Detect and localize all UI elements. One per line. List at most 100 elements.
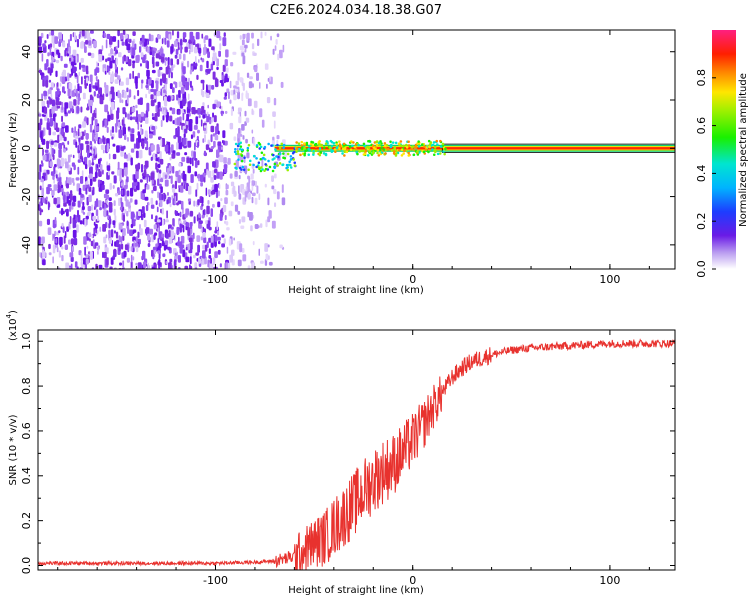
noise-cell <box>120 202 124 208</box>
noise-cell <box>240 134 243 137</box>
noise-cell <box>80 176 84 184</box>
noise-cell <box>52 131 56 136</box>
noise-cell <box>229 122 234 130</box>
noise-cell <box>52 225 56 229</box>
noise-cell <box>171 65 174 71</box>
noise-cell <box>272 48 275 55</box>
noise-cell <box>43 95 47 100</box>
noise-cell <box>56 105 61 109</box>
noise-cell <box>39 185 42 191</box>
noise-cell <box>251 32 254 39</box>
signal-cell <box>421 143 424 146</box>
noise-cell <box>174 252 177 257</box>
noise-cell <box>211 46 215 51</box>
noise-cell <box>227 157 231 164</box>
noise-cell <box>214 240 217 248</box>
noise-cell <box>219 263 222 268</box>
noise-cell <box>47 52 50 57</box>
noise-cell <box>251 180 255 187</box>
signal-cell <box>441 142 445 146</box>
noise-cell <box>47 67 51 74</box>
noise-cell <box>85 65 89 75</box>
x-tick-label: -100 <box>203 574 228 587</box>
signal-cell <box>255 157 258 160</box>
signal-cell <box>276 143 279 147</box>
noise-cell <box>190 80 192 88</box>
noise-cell <box>174 54 178 59</box>
signal-cell <box>379 148 382 152</box>
noise-cell <box>135 171 139 180</box>
noise-cell <box>184 152 188 156</box>
colorbar: 0.0 0.2 0.4 0.6 0.8 Normalized spectral ampl… <box>695 30 749 278</box>
signal-cell <box>393 146 397 149</box>
noise-cell <box>151 249 154 257</box>
noise-cell <box>168 33 171 41</box>
signal-cell <box>338 145 342 148</box>
signal-cell <box>384 146 387 150</box>
signal-cell <box>407 154 410 157</box>
noise-cell <box>167 192 169 196</box>
noise-cell <box>203 127 207 131</box>
noise-cell <box>47 89 52 95</box>
noise-cell <box>250 225 253 232</box>
noise-cell <box>75 141 78 148</box>
colorbar-label: Normalized spectral amplitude <box>738 73 749 227</box>
noise-cell <box>120 146 125 151</box>
noise-cell <box>135 262 139 266</box>
noise-cell <box>178 267 181 269</box>
noise-cell <box>274 202 277 208</box>
noise-cell <box>235 159 239 168</box>
noise-cell <box>48 79 52 83</box>
signal-cell <box>261 157 264 160</box>
noise-cell <box>162 253 166 258</box>
signal-cell <box>262 153 266 157</box>
noise-cell <box>107 111 109 116</box>
noise-cell <box>168 263 172 269</box>
y-tick-label: 0.4 <box>20 467 33 485</box>
signal-cell <box>405 143 408 147</box>
noise-cell <box>67 154 71 163</box>
noise-cell <box>63 136 67 142</box>
noise-cell <box>224 197 228 205</box>
noise-cell <box>181 76 186 86</box>
noise-cell <box>70 256 74 262</box>
signal-cell <box>257 141 261 145</box>
noise-cell <box>222 205 227 213</box>
noise-cell <box>42 249 45 257</box>
noise-cell <box>108 237 112 244</box>
noise-cell <box>127 126 131 131</box>
noise-cell <box>152 152 156 160</box>
snr-axis-ticks: -100 0 100 0.0 0.2 0.4 0.6 0.8 1.0 <box>20 330 675 587</box>
noise-cell <box>121 41 125 46</box>
noise-cell <box>40 197 43 204</box>
noise-cell <box>79 220 83 225</box>
noise-cell <box>237 107 242 112</box>
signal-band-outline <box>441 143 675 153</box>
noise-cell <box>165 115 169 123</box>
noise-cell <box>124 170 127 177</box>
noise-cell <box>141 83 143 89</box>
noise-cell <box>207 170 212 178</box>
noise-cell <box>123 154 128 159</box>
noise-cell <box>139 46 141 53</box>
noise-cell <box>171 153 175 159</box>
noise-cell <box>41 162 44 167</box>
noise-cell <box>244 44 248 49</box>
noise-cell <box>182 32 187 38</box>
noise-cell <box>118 52 122 58</box>
noise-cell <box>171 195 173 201</box>
colorbar-tick-label: 0.6 <box>695 117 708 135</box>
noise-cell <box>168 69 171 79</box>
signal-cell <box>434 145 437 149</box>
noise-cell <box>109 202 113 208</box>
noise-cell <box>72 246 74 253</box>
noise-cell <box>95 76 98 80</box>
noise-cell <box>56 247 59 253</box>
noise-cell <box>94 111 97 119</box>
signal-cell <box>383 144 387 148</box>
noise-cell <box>155 153 158 158</box>
noise-cell <box>50 147 53 156</box>
noise-cell <box>55 70 58 78</box>
noise-cell <box>246 182 250 190</box>
noise-cell <box>181 156 186 162</box>
